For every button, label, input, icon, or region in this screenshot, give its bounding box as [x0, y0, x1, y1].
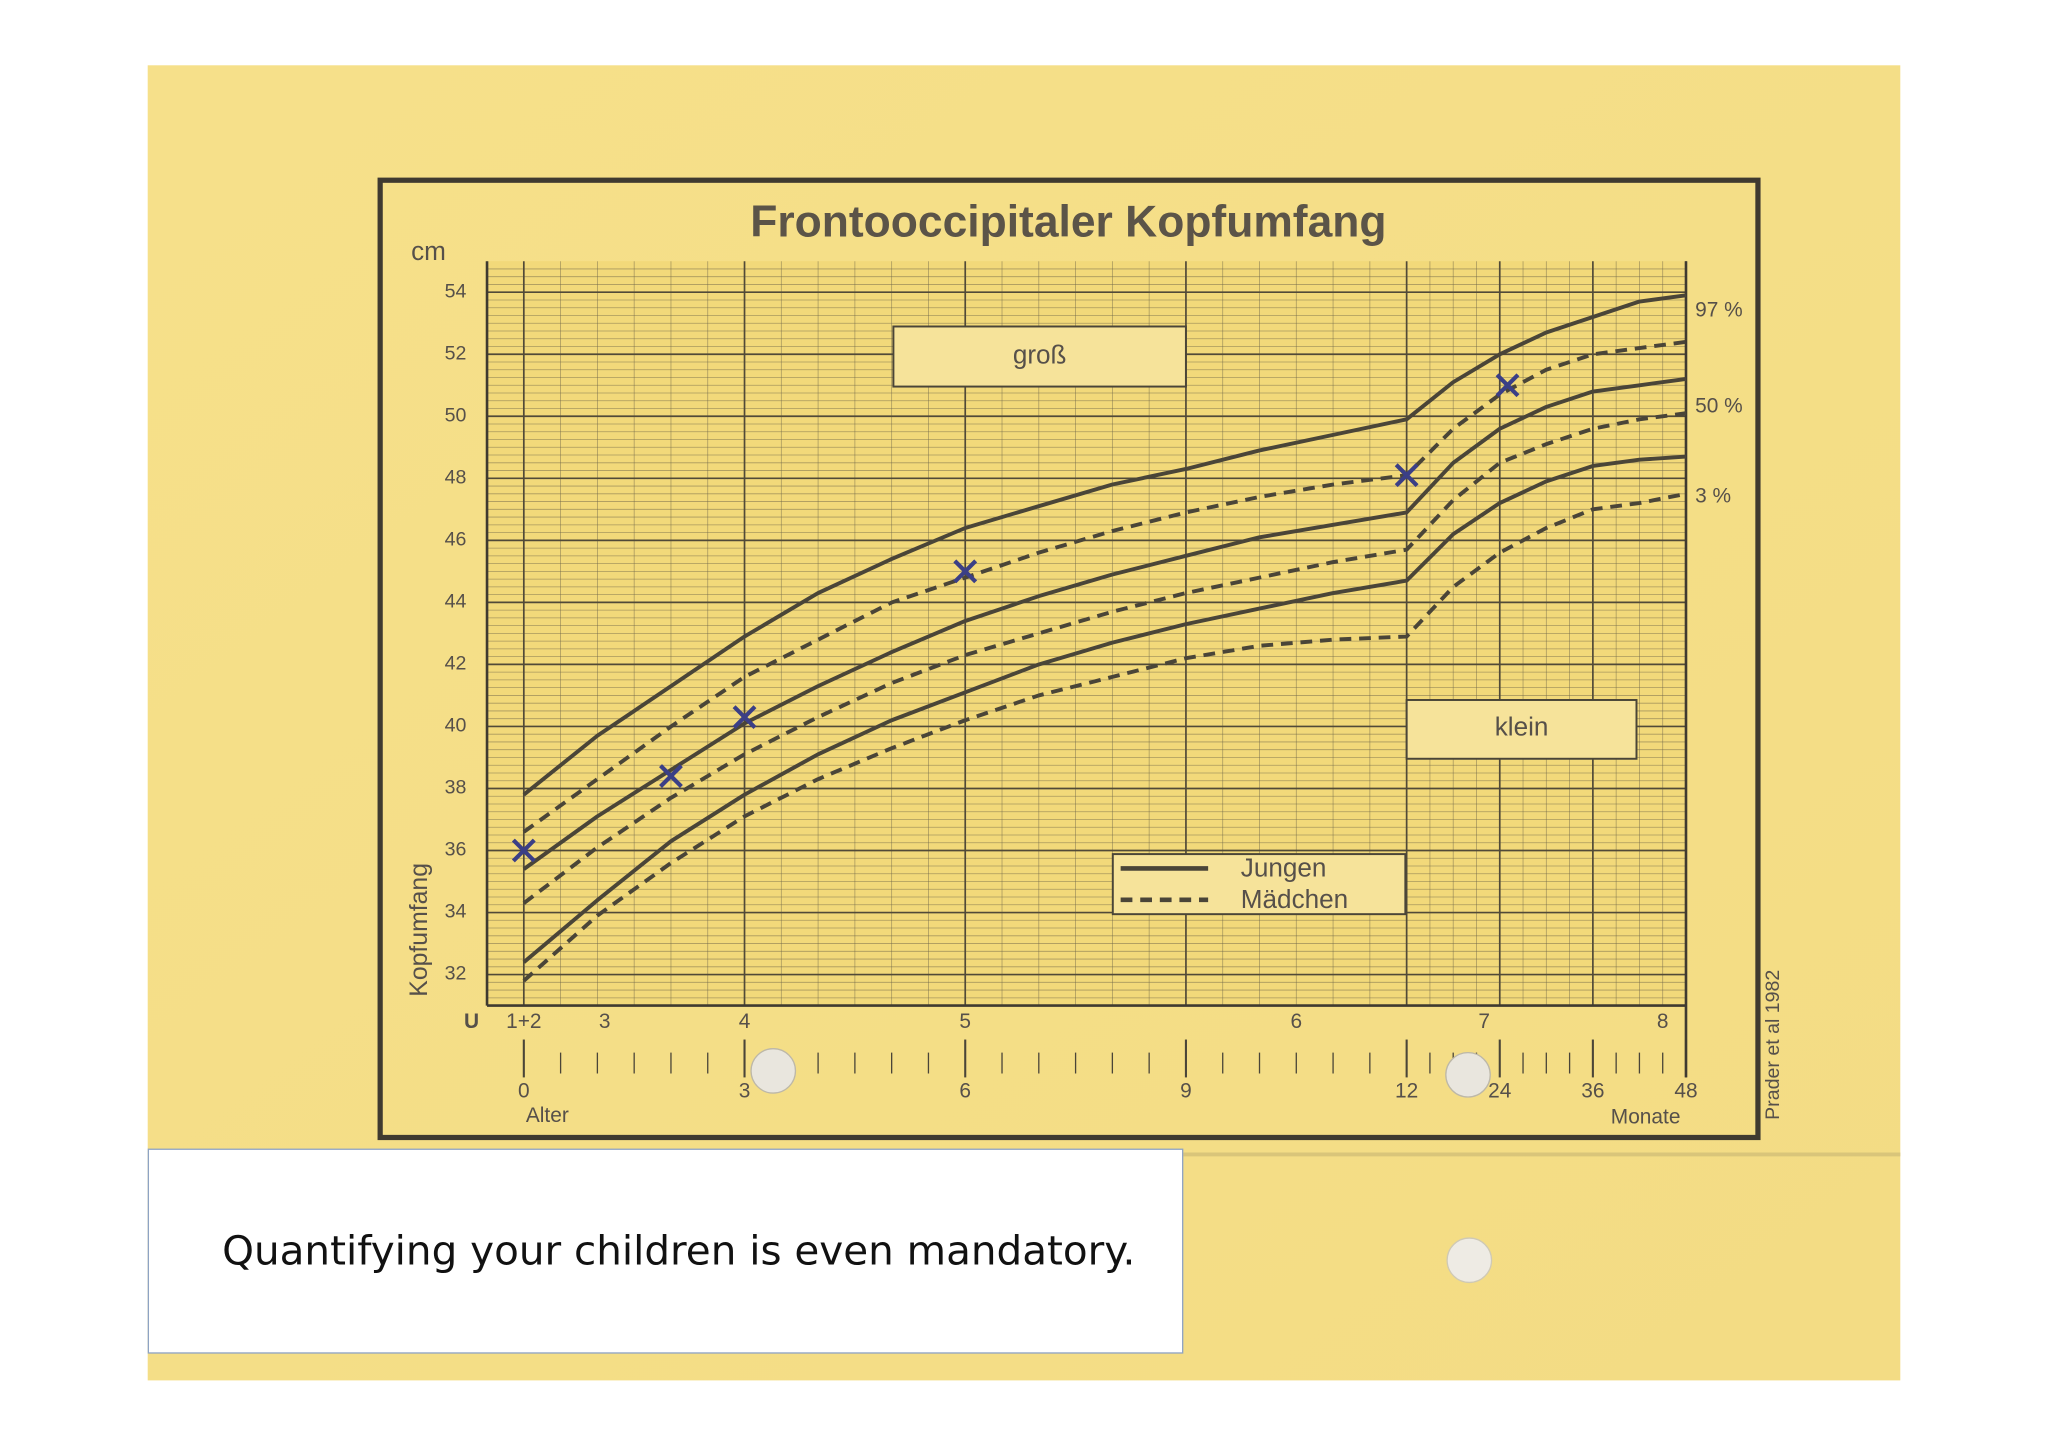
u-tick-label: 8: [1657, 1010, 1669, 1033]
y-tick-label: 42: [445, 653, 467, 675]
y-tick-label: 40: [445, 715, 467, 737]
u-tick-label: 1+2: [506, 1010, 541, 1033]
growth-curve: [522, 339, 1687, 834]
growth-curve: [522, 293, 1687, 797]
legend-label: Jungen: [1241, 853, 1327, 883]
x-tick-label: 12: [1395, 1079, 1418, 1102]
x-tick-label: 24: [1488, 1079, 1511, 1102]
x-axis-label: Alter: [526, 1104, 569, 1127]
caption-box: [147, 1148, 1184, 1354]
y-unit: cm: [411, 236, 446, 266]
punch-hole: [750, 1048, 797, 1094]
growth-curve: [522, 454, 1687, 964]
u-tick-label: 3: [599, 1010, 611, 1033]
x-tick-label: 0: [518, 1079, 530, 1102]
percentile-label: 3 %: [1695, 484, 1731, 507]
x2-axis-label: Monate: [1611, 1105, 1681, 1128]
chart-title: Frontooccipitaler Kopfumfang: [750, 197, 1386, 246]
region-box: [1405, 699, 1638, 760]
measurement-cross: [953, 559, 978, 584]
percentile-label: 97 %: [1695, 298, 1743, 321]
x-tick-label: 48: [1674, 1079, 1697, 1102]
measurement-cross: [732, 705, 757, 730]
y-tick-label: 54: [445, 280, 467, 302]
y-tick-label: 48: [445, 466, 467, 488]
y-tick-label: 38: [445, 777, 467, 799]
punch-hole: [1445, 1051, 1491, 1098]
growth-curve: [522, 411, 1687, 905]
u-tick-label: 4: [739, 1010, 751, 1033]
u-axis-label: U: [464, 1010, 479, 1033]
plot: 97 % 50 % 3 %: [511, 293, 1743, 983]
measurement-cross: [511, 838, 536, 863]
region-box: [892, 325, 1187, 388]
u-tick-label: 7: [1478, 1010, 1490, 1033]
x-tick-label: 6: [959, 1079, 971, 1102]
x-tick-label: 36: [1581, 1079, 1604, 1102]
region-label: klein: [1495, 712, 1549, 742]
y-axis-label: Kopfumfang: [406, 863, 433, 997]
chart-frame: [377, 177, 1761, 1141]
y-tick-label: 44: [445, 591, 467, 613]
legend-label: Mädchen: [1241, 884, 1348, 914]
growth-curve: [522, 491, 1687, 983]
u-tick-label: 5: [959, 1010, 971, 1033]
legend-box: [1111, 853, 1407, 916]
measurement-cross: [1495, 373, 1520, 398]
region-label: groß: [1013, 339, 1067, 369]
measurement-cross: [659, 764, 683, 788]
growth-curve: [522, 377, 1687, 871]
caption: Quantifying your children is even mandat…: [222, 1227, 1135, 1275]
y-tick-label: 46: [445, 529, 467, 551]
source: Prader et al 1982: [1762, 970, 1784, 1120]
y-tick-label: 50: [445, 404, 467, 426]
u-tick-label: 6: [1290, 1010, 1302, 1033]
x-tick-label: 3: [739, 1079, 751, 1102]
x-tick-label: 9: [1180, 1079, 1192, 1102]
punch-hole: [1446, 1237, 1493, 1284]
measurement-cross: [1394, 463, 1419, 488]
y-tick-label: 36: [445, 839, 467, 861]
y-tick-label: 52: [445, 342, 467, 364]
percentile-label: 50 %: [1695, 394, 1743, 417]
y-tick-label: 34: [445, 901, 467, 923]
y-tick-label: 32: [445, 963, 467, 985]
